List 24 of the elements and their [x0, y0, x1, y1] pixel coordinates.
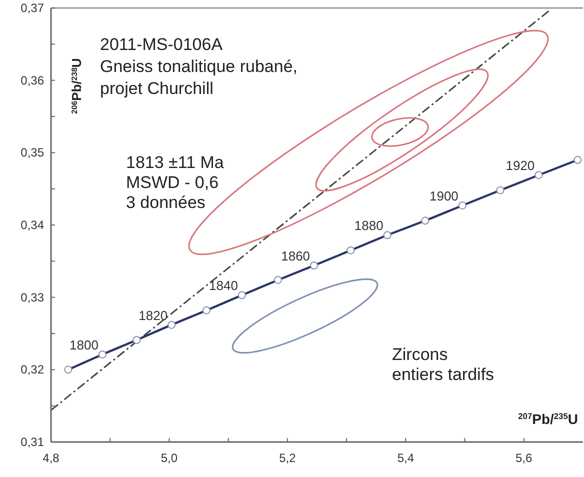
x-axis-title: $^{207}$Pb/$^{235}$U	[518, 411, 578, 427]
x-tick-label: 4,8	[42, 451, 60, 465]
x-tick-label: 5,2	[279, 451, 296, 465]
y-tick-label: 0,34	[20, 218, 44, 232]
y-tick-label: 0,36	[20, 73, 44, 88]
annotation: Zircons entiers tardifs	[392, 345, 494, 384]
y-tick-label: 0,35	[20, 146, 44, 160]
y-tick-label: 0,31	[20, 435, 44, 449]
annotation: 1840	[209, 278, 238, 294]
annotation: 1860	[281, 248, 310, 264]
annotation: 1920	[506, 158, 535, 174]
text: 2011-MS-0106A	[100, 35, 224, 54]
y-tick-label: 0,32	[20, 362, 44, 377]
text: Gneiss tonalitique rubané, projet Churchill	[100, 57, 298, 98]
y-tick-label: 0,33	[20, 290, 44, 304]
annotation: 1900	[429, 188, 458, 204]
x-tick-label: 5,4	[397, 451, 414, 465]
annotation: 1800	[70, 337, 98, 352]
annotation: 1820	[138, 308, 168, 323]
annotation: 1813 ±11 Ma MSWD - 0,6 3 données	[126, 153, 224, 212]
annotation: 1880	[354, 218, 384, 234]
x-tick-label: 5,0	[160, 451, 178, 465]
x-tick-label: 5,6	[516, 451, 533, 465]
y-tick-label: 0,37	[20, 1, 44, 15]
